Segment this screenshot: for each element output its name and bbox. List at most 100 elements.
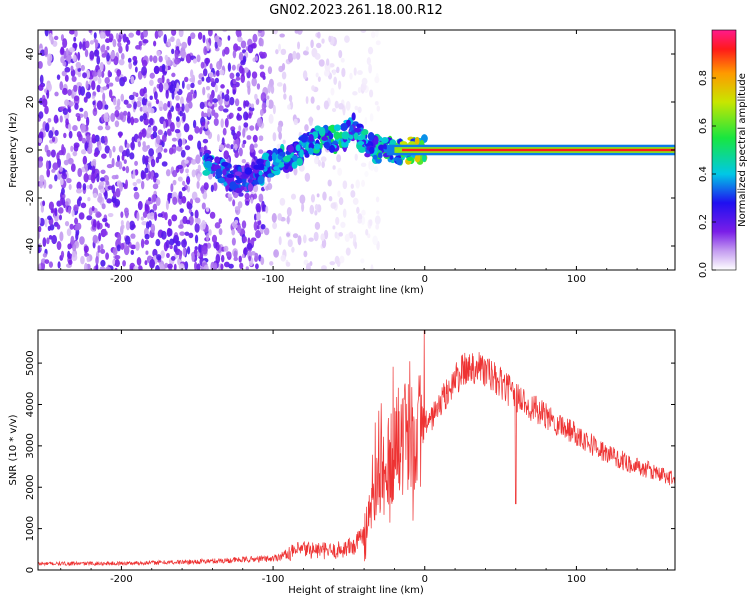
noise-blob [167, 38, 171, 47]
noise-blob [149, 79, 154, 86]
noise-blob [235, 30, 242, 37]
noise-blob [192, 58, 198, 64]
noise-blob [324, 62, 331, 72]
noise-blob [160, 250, 165, 259]
signal-blob [328, 144, 336, 153]
noise-blob [150, 158, 156, 168]
noise-blob [260, 224, 266, 230]
noise-blob [220, 254, 225, 263]
noise-blob [118, 59, 125, 66]
noise-blob [97, 125, 104, 131]
noise-blob [115, 188, 121, 198]
noise-blob [101, 53, 107, 58]
signal-blob [318, 126, 326, 136]
noise-blob [62, 61, 67, 67]
noise-blob [133, 265, 139, 270]
noise-blob [153, 40, 157, 47]
noise-blob [203, 46, 208, 56]
noise-blob [205, 207, 210, 212]
colorbar-tick-label: 0.6 [698, 118, 709, 134]
noise-blob [92, 234, 98, 244]
noise-blob [206, 242, 212, 249]
noise-blob [205, 58, 209, 67]
noise-blob [201, 219, 206, 230]
noise-blob [353, 233, 357, 244]
noise-blob [72, 54, 77, 63]
noise-blob [241, 220, 247, 229]
noise-blob [278, 43, 281, 52]
noise-blob [277, 125, 283, 133]
noise-blob [181, 186, 186, 192]
noise-blob [130, 244, 137, 250]
noise-blob [267, 99, 274, 110]
noise-blob [115, 161, 120, 168]
noise-blob [350, 190, 356, 198]
noise-blob [92, 91, 97, 96]
noise-blob [186, 201, 191, 209]
noise-blob [246, 135, 252, 140]
noise-blob [183, 76, 189, 83]
noise-blob [317, 76, 321, 82]
noise-blob [68, 130, 73, 139]
noise-blob [104, 76, 110, 85]
noise-blob [125, 165, 130, 174]
noise-blob [128, 32, 135, 38]
signal-blob [414, 154, 421, 163]
noise-blob [104, 222, 109, 227]
noise-blob [272, 222, 278, 230]
noise-blob [100, 31, 106, 39]
noise-blob [171, 137, 177, 142]
noise-blob [194, 234, 199, 244]
noise-blob [72, 42, 78, 49]
noise-blob [293, 118, 298, 126]
noise-blob [357, 70, 363, 76]
noise-blob [133, 101, 137, 110]
signal-blob [361, 130, 369, 136]
noise-blob [364, 116, 368, 126]
noise-blob [105, 252, 109, 260]
signal-blob [222, 168, 227, 176]
noise-blob [298, 164, 305, 172]
noise-blob [58, 214, 63, 221]
colorbar-tick-label: 0.8 [698, 70, 709, 86]
noise-blob [127, 111, 131, 120]
noise-blob [178, 263, 185, 270]
noise-blob [316, 193, 320, 198]
noise-blob [119, 182, 124, 192]
noise-blob [149, 95, 153, 101]
noise-blob [64, 66, 71, 73]
noise-blob [222, 108, 229, 113]
noise-blob [95, 263, 99, 270]
noise-blob [95, 256, 99, 265]
noise-blob [130, 75, 135, 85]
noise-blob [51, 234, 58, 245]
noise-blob [73, 84, 78, 93]
noise-blob [74, 224, 80, 231]
noise-blob [230, 144, 234, 150]
noise-blob [102, 92, 106, 102]
noise-blob [134, 66, 138, 73]
noise-blob [185, 219, 191, 225]
noise-blob [172, 169, 178, 178]
noise-blob [142, 59, 148, 68]
noise-blob [180, 149, 186, 158]
noise-blob [136, 100, 142, 108]
noise-blob [261, 102, 267, 111]
noise-blob [162, 120, 166, 129]
noise-blob [236, 114, 243, 121]
y-tick-label: 0 [25, 147, 36, 153]
signal-blob [356, 123, 363, 128]
noise-blob [100, 248, 106, 254]
noise-blob [375, 223, 380, 230]
signal-blob [282, 155, 291, 163]
noise-blob [221, 92, 225, 100]
snr-y-ticks: 0 1000 2000 3000 4000 5000 [25, 350, 675, 573]
noise-blob [181, 103, 185, 112]
signal-blob [235, 187, 243, 194]
noise-blob [202, 86, 206, 96]
noise-blob [142, 141, 146, 147]
noise-blob [100, 243, 104, 250]
noise-blob [354, 153, 358, 161]
noise-blob [229, 112, 234, 119]
noise-blob [94, 39, 99, 48]
